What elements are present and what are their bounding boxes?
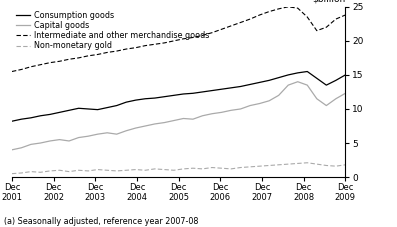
Text: (a) Seasonally adjusted, reference year 2007-08: (a) Seasonally adjusted, reference year … [4,217,198,226]
Legend: Consumption goods, Capital goods, Intermediate and other merchandise goods, Non-: Consumption goods, Capital goods, Interm… [16,11,209,50]
Y-axis label: $billion: $billion [312,0,345,3]
